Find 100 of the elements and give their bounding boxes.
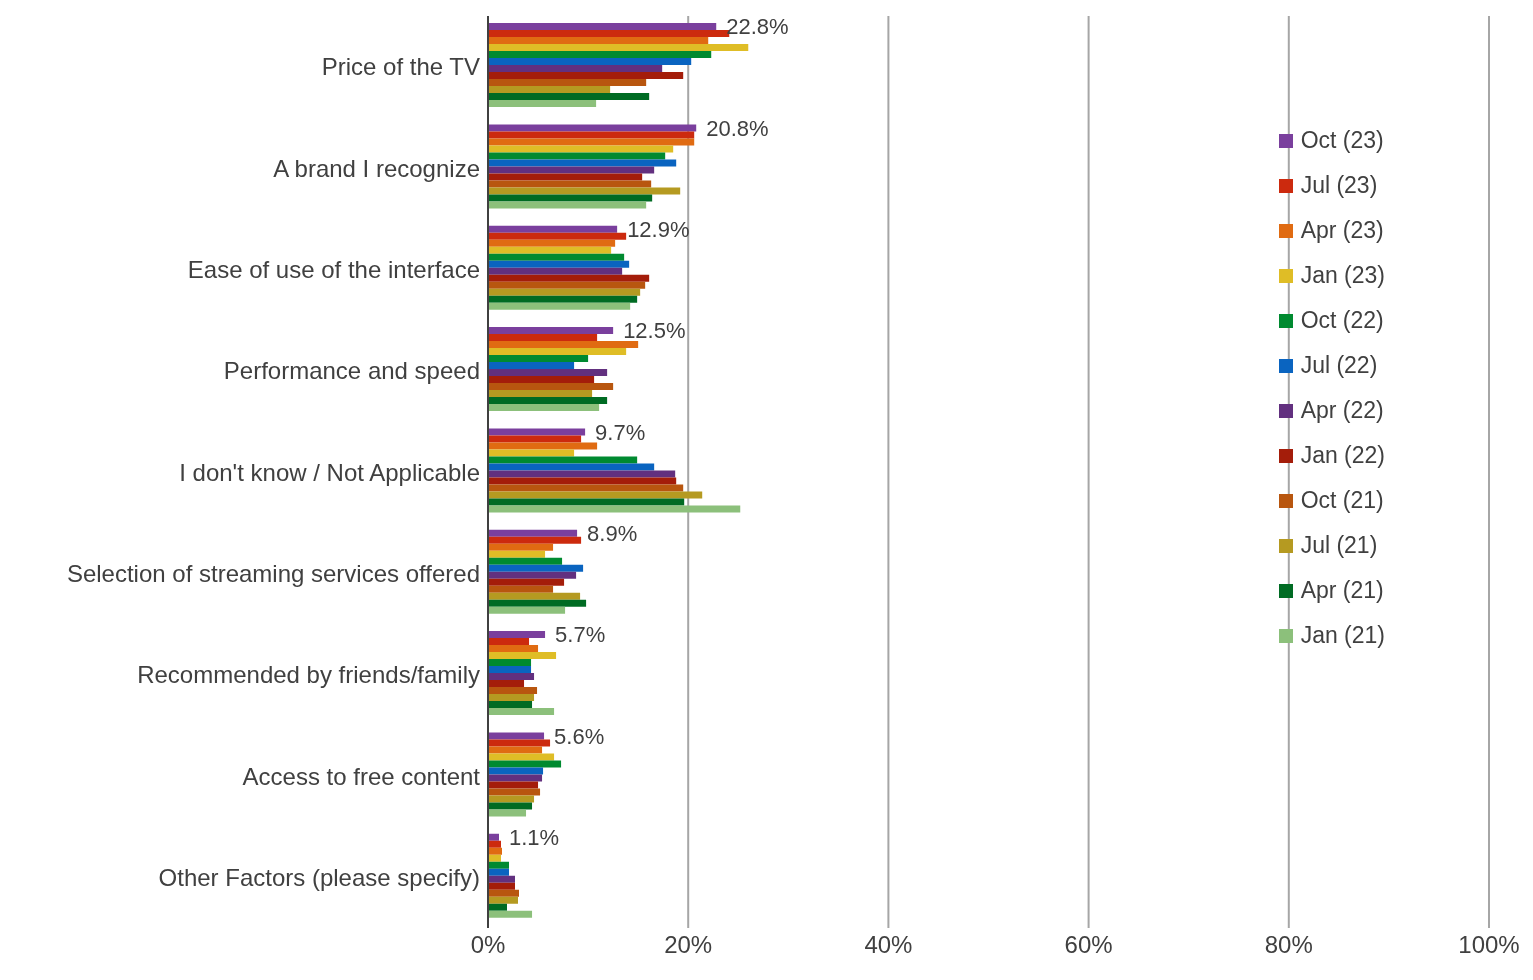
bar — [488, 341, 639, 349]
bar — [488, 606, 566, 614]
bar — [488, 781, 539, 789]
bar — [488, 281, 646, 289]
bar — [488, 732, 545, 740]
y-tick-label: Performance and speed — [223, 357, 480, 385]
bar — [488, 362, 575, 370]
y-tick-label: Selection of streaming services offered — [66, 559, 480, 587]
bar — [488, 65, 663, 73]
x-tick-label: 80% — [1264, 931, 1313, 959]
bar — [488, 477, 677, 485]
bar — [488, 599, 587, 607]
bar — [488, 543, 554, 551]
bar — [488, 708, 555, 716]
y-tick-label: Access to free content — [242, 762, 481, 790]
legend-label: Jul (23) — [1300, 171, 1378, 200]
bar — [488, 463, 655, 471]
bar — [488, 23, 717, 31]
y-tick-label: Other Factors (please specify) — [158, 863, 480, 891]
x-tick-label: 60% — [1064, 931, 1113, 959]
legend-label: Oct (22) — [1300, 306, 1384, 335]
bar — [488, 100, 597, 108]
bar — [488, 746, 543, 754]
bar — [488, 390, 593, 398]
bar — [488, 79, 647, 87]
bar — [488, 578, 565, 586]
x-tick-label: 100% — [1458, 931, 1520, 959]
data-label: 12.9% — [627, 217, 690, 243]
bar — [488, 86, 611, 94]
bar — [488, 840, 502, 848]
bar — [488, 288, 641, 296]
bar — [488, 739, 551, 747]
bar — [488, 802, 533, 810]
bar — [488, 72, 684, 80]
bar — [488, 680, 525, 688]
bar — [488, 348, 627, 356]
bar — [488, 536, 582, 544]
bar — [488, 327, 614, 335]
legend-label: Jan (23) — [1300, 261, 1385, 290]
bar — [488, 428, 586, 436]
bar — [488, 180, 652, 188]
data-label: 8.9% — [587, 521, 638, 547]
y-tick-label: Ease of use of the interface — [187, 255, 480, 283]
bar — [488, 302, 631, 310]
y-tick-label: I don't know / Not Applicable — [179, 458, 480, 486]
bar — [488, 809, 527, 817]
bar — [488, 397, 608, 405]
bar — [488, 854, 502, 862]
bar — [488, 760, 562, 768]
data-label: 1.1% — [509, 825, 560, 851]
bar — [488, 274, 650, 282]
bar — [488, 225, 618, 233]
bar — [488, 491, 703, 499]
bar — [488, 903, 508, 911]
data-label: 5.7% — [555, 622, 606, 648]
bar — [488, 201, 647, 209]
bar — [488, 456, 638, 464]
bar — [488, 166, 655, 174]
bar — [488, 470, 676, 478]
bar — [488, 267, 623, 275]
bar — [488, 673, 535, 681]
bar — [488, 334, 598, 342]
bar — [488, 767, 544, 775]
data-label: 20.8% — [706, 115, 769, 141]
bar — [488, 889, 520, 897]
y-tick-label: Price of the TV — [321, 53, 480, 81]
bar — [488, 173, 643, 181]
bar — [488, 875, 516, 883]
bar — [488, 442, 598, 450]
bar — [488, 152, 666, 160]
legend-label: Apr (21) — [1300, 576, 1384, 605]
bar — [488, 896, 519, 904]
bar — [488, 795, 535, 803]
data-label: 22.8% — [726, 14, 789, 40]
bar — [488, 585, 554, 593]
bar — [488, 694, 535, 702]
bar — [488, 131, 695, 139]
bar — [488, 659, 532, 667]
bar — [488, 124, 697, 132]
bar — [488, 638, 530, 646]
legend-label: Oct (23) — [1300, 126, 1384, 155]
bar — [488, 833, 500, 841]
bar — [488, 498, 685, 506]
bar — [488, 550, 546, 558]
bar — [488, 187, 681, 195]
bar — [488, 701, 533, 709]
bar — [488, 159, 677, 167]
x-tick-label: 0% — [470, 931, 506, 959]
bar — [488, 529, 578, 537]
bar — [488, 861, 510, 869]
bar — [488, 295, 638, 303]
bar — [488, 564, 584, 572]
legend-label: Jan (21) — [1300, 621, 1385, 650]
bar — [488, 44, 749, 52]
bar — [488, 435, 582, 443]
legend-label: Apr (23) — [1300, 216, 1384, 245]
legend-label: Apr (22) — [1300, 396, 1384, 425]
bar — [488, 882, 516, 890]
legend-label: Jan (22) — [1300, 441, 1385, 470]
bar — [488, 910, 533, 918]
